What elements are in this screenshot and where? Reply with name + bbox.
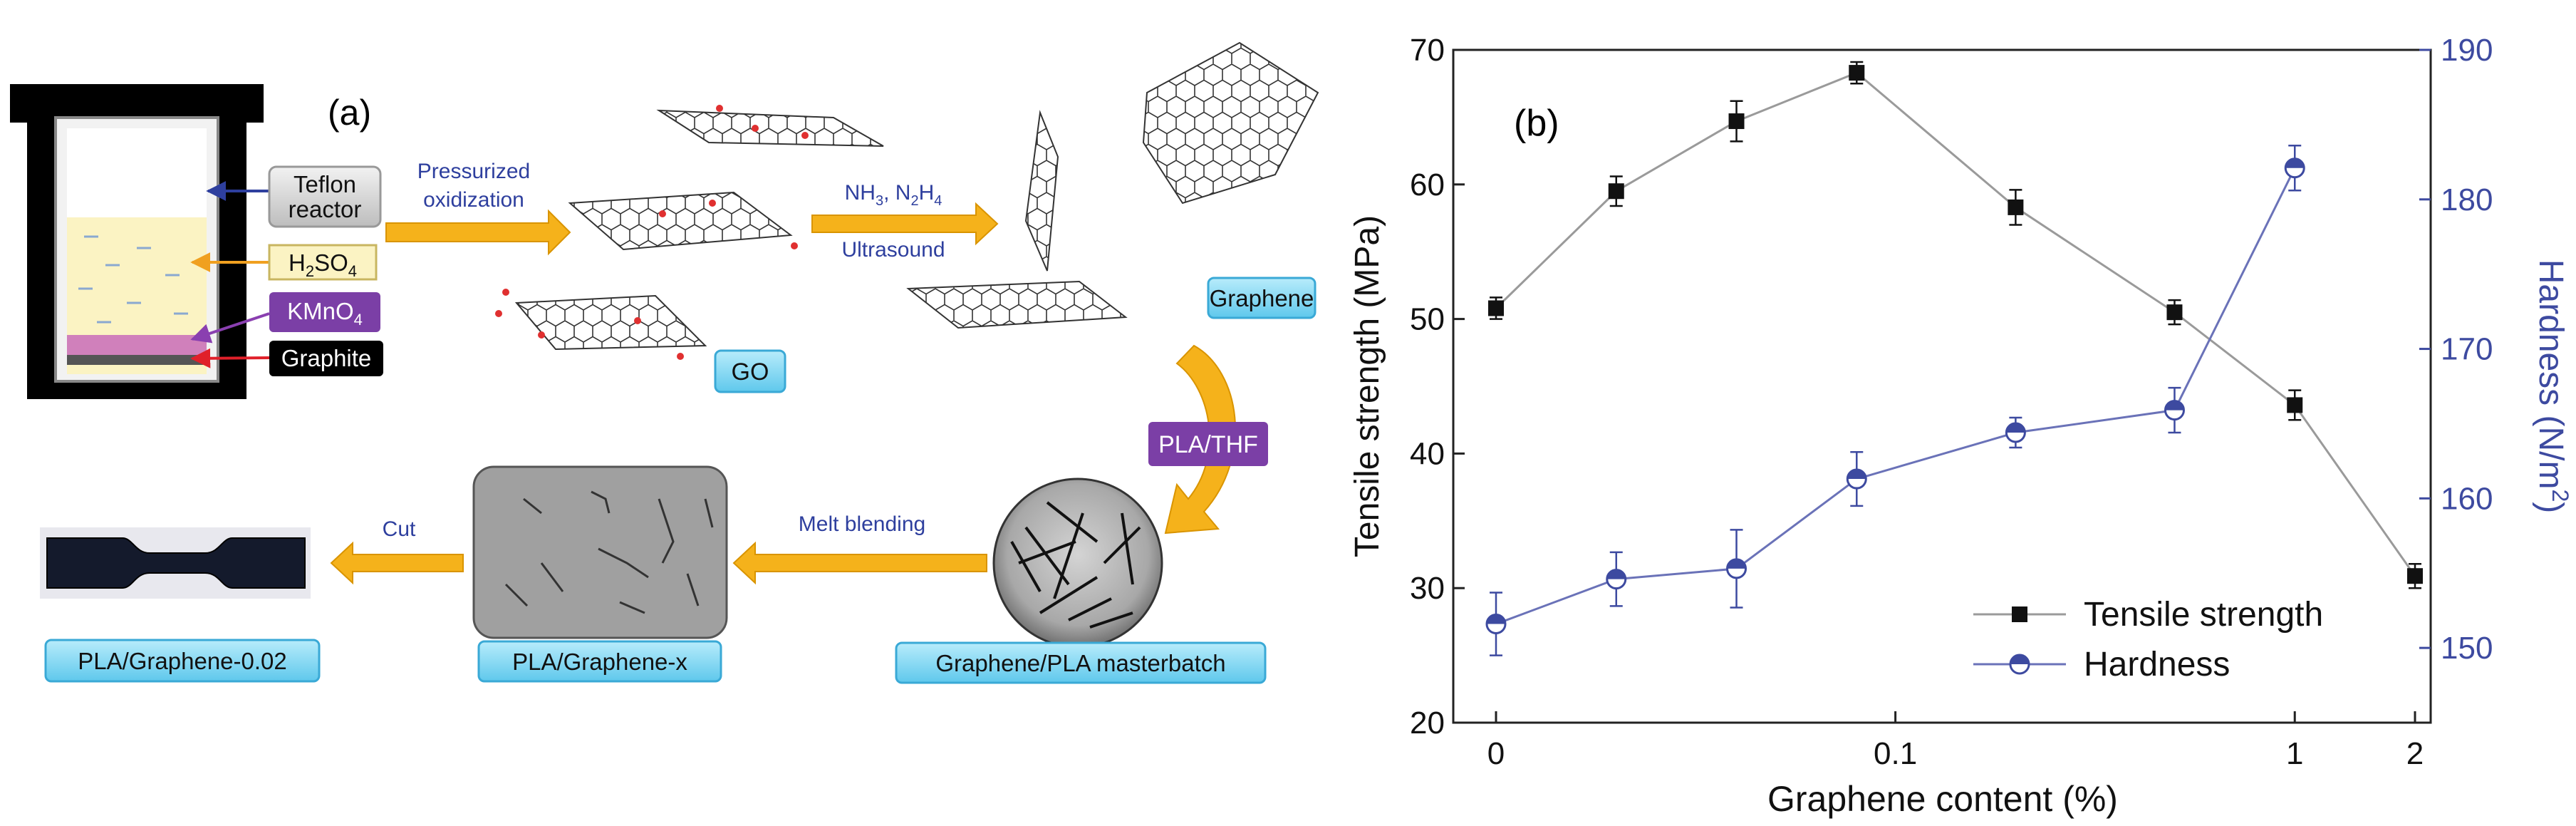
h2so4-box <box>268 244 378 281</box>
x-tick-label-0: 0 <box>1487 736 1505 771</box>
specimen-box <box>44 639 321 683</box>
legend-text-tensile: Tensile strength <box>2084 596 2323 634</box>
teflon-text-2: reactor <box>289 196 362 222</box>
hardness-point-fill-3 <box>1847 470 1866 480</box>
panel-b-label: (b) <box>1514 103 1559 144</box>
go-box <box>714 349 786 393</box>
panel-a: (a) Teflon reactor H2SO4 <box>10 41 1319 684</box>
block-arrow-oxidization <box>385 209 571 256</box>
pla-graphene-x-block <box>472 465 728 639</box>
pla-thf-box <box>1148 422 1268 466</box>
hardness-point-fill-0 <box>1487 614 1505 624</box>
y-axis-left-label: Tensile strength (MPa) <box>1349 215 1386 557</box>
legend-text-hardness: Hardness <box>2084 646 2230 683</box>
hardness-point-fill-6 <box>2285 158 2305 168</box>
pla-thf-label: PLA/THF <box>1158 431 1258 458</box>
h2so4-label: H2SO4 <box>289 249 357 280</box>
tensile-strength-point-3 <box>1849 65 1865 81</box>
y-right-tick-label-2: 170 <box>2441 332 2493 367</box>
go-sheet-1 <box>656 109 884 147</box>
hardness-point-fill-4 <box>2006 423 2025 433</box>
specimen-label: PLA/Graphene-0.02 <box>78 648 287 674</box>
tensile-strength-point-0 <box>1488 300 1504 316</box>
tensile-strength-point-1 <box>1608 183 1624 200</box>
graphene-sheets <box>906 41 1319 329</box>
arrow-kmno4 <box>190 312 270 344</box>
kmno4-box <box>269 292 380 332</box>
y-right-tick-label-3: 180 <box>2441 182 2493 217</box>
block-arrow-melt <box>732 541 987 585</box>
tensile-strength-line <box>1495 71 2416 577</box>
y-left-tick-label-0: 20 <box>1410 706 1445 740</box>
masterbatch-fibres <box>1010 501 1141 629</box>
go-groups <box>495 105 809 360</box>
go-sheets <box>495 105 884 360</box>
y-left-tick-label-5: 70 <box>1410 33 1445 68</box>
tensile-strength-point-7 <box>2407 568 2423 584</box>
go-sheet-2 <box>568 191 793 251</box>
graphite-label: Graphite <box>281 345 372 371</box>
graphene-label: Graphene <box>1210 285 1314 311</box>
masterbatch-label: Graphene/PLA masterbatch <box>935 650 1225 676</box>
graphite-box <box>269 341 383 376</box>
panel-a-label: (a) <box>328 93 371 133</box>
tensile-strength-point-4 <box>2008 199 2024 215</box>
hardness-point-fill-1 <box>1606 569 1626 579</box>
masterbatch-box <box>895 641 1267 684</box>
x-tick-label-2: 1 <box>2286 736 2303 771</box>
y-right-tick-label-0: 150 <box>2441 631 2493 666</box>
graphene-sheet-tilted <box>1024 110 1059 272</box>
y-left-tick-label-3: 50 <box>1410 302 1445 337</box>
tensile-strength-point-5 <box>2166 304 2183 321</box>
teflon-reactor <box>10 84 264 399</box>
pla-graphene-x-label: PLA/Graphene-x <box>512 649 687 675</box>
y-left-tick-label-4: 60 <box>1410 167 1445 202</box>
graphene-sheet-top <box>1142 41 1319 205</box>
legend: Tensile strength Hardness <box>1973 596 2323 683</box>
panel-b-chart: 20 30 40 50 60 70 150 160 170 180 190 0 0.1 1 2 (b) Te… <box>1349 33 2573 819</box>
liquid-dashes <box>78 235 188 324</box>
x-axis-label: Graphene content (%) <box>1767 779 2118 819</box>
legend-marker-hardness-fill <box>2010 655 2029 664</box>
pla-graphene-x-box <box>477 640 722 683</box>
graphene-box <box>1207 277 1316 319</box>
reagents-label: NH3, N2H4 <box>845 181 942 209</box>
hardness-point-fill-5 <box>2165 401 2184 411</box>
y-right-tick-label-1: 160 <box>2441 481 2493 516</box>
x-tick-label-1: 0.1 <box>1874 736 1917 771</box>
pressurized-text-1: Pressurized <box>417 160 530 183</box>
ultrasound-label: Ultrasound <box>841 238 945 262</box>
teflon-box <box>268 165 382 228</box>
axes-ticks: 20 30 40 50 60 70 150 160 170 180 190 0 0.1 1 2 <box>1410 33 2493 771</box>
tensile-strength-point-6 <box>2287 397 2303 413</box>
block-fibres <box>504 490 714 614</box>
plot-frame <box>1452 48 2432 724</box>
hardness-point-fill-2 <box>1727 559 1746 569</box>
x-tick-label-3: 2 <box>2406 736 2424 771</box>
curved-arrow-pla-thf <box>1164 344 1237 535</box>
melt-blending-label: Melt blending <box>799 512 925 536</box>
block-arrow-cut <box>330 541 464 585</box>
y-right-tick-label-4: 190 <box>2441 33 2493 68</box>
dogbone-specimen <box>46 537 306 589</box>
y-axis-right-label: Hardness (N/m2) <box>2532 259 2573 514</box>
kmno4-label: KMnO4 <box>287 298 363 329</box>
kmno4-layer <box>67 335 207 356</box>
graphite-layer <box>67 355 207 365</box>
go-sheet-3 <box>514 294 707 351</box>
block-arrow-reduction <box>811 202 999 246</box>
y-left-tick-label-2: 40 <box>1410 436 1445 471</box>
legend-marker-tensile <box>2012 606 2027 622</box>
tensile-strength-point-2 <box>1728 113 1745 130</box>
go-label: GO <box>732 358 769 386</box>
series-layer <box>1485 61 2423 656</box>
pressurized-text-2: oxidization <box>423 188 524 212</box>
y-left-tick-label-1: 30 <box>1410 571 1445 606</box>
graphene-sheet-flat <box>906 280 1128 329</box>
cut-label: Cut <box>383 517 416 541</box>
teflon-text-1: Teflon <box>294 171 356 197</box>
